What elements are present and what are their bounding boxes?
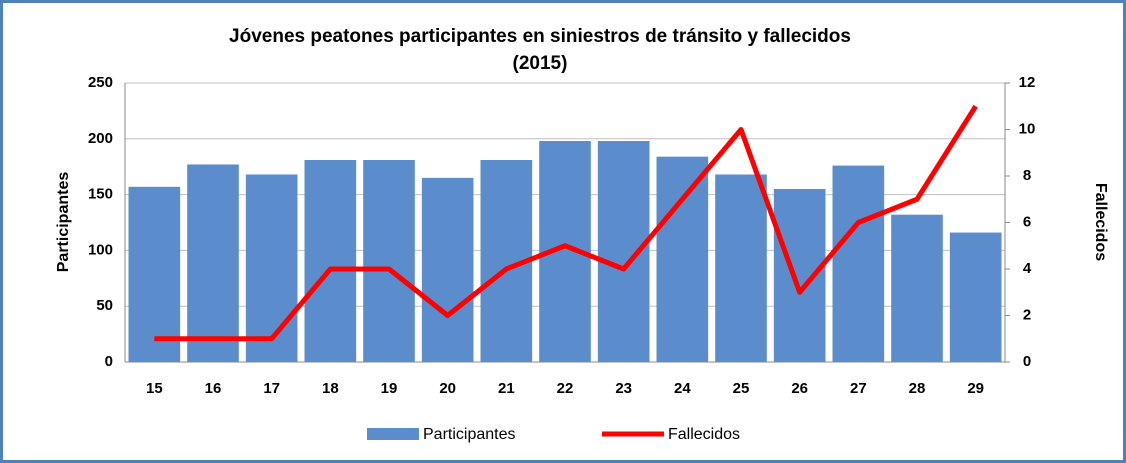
x-tick-label: 16 bbox=[205, 380, 222, 397]
y2-tick-label: 12 bbox=[1019, 74, 1036, 91]
y2-tick-label: 8 bbox=[1023, 167, 1031, 184]
y-tick-label: 250 bbox=[88, 74, 113, 91]
x-tick-label: 19 bbox=[381, 380, 398, 397]
legend-swatch bbox=[367, 428, 419, 440]
bar bbox=[363, 160, 415, 362]
y-axis-label: Participantes bbox=[55, 172, 72, 273]
y2-tick-label: 4 bbox=[1023, 260, 1032, 277]
bar bbox=[949, 232, 1002, 362]
bar bbox=[421, 177, 474, 362]
legend-label: Fallecidos bbox=[668, 426, 740, 443]
bar bbox=[245, 174, 298, 362]
legend-label: Participantes bbox=[423, 426, 516, 443]
chart-title: Jóvenes peatones participantes en sinies… bbox=[229, 26, 851, 47]
x-tick-label: 17 bbox=[263, 380, 280, 397]
y-tick-label: 150 bbox=[88, 186, 113, 203]
x-tick-label: 28 bbox=[909, 380, 926, 397]
x-tick-label: 24 bbox=[674, 380, 691, 397]
x-tick-label: 22 bbox=[557, 380, 574, 397]
x-tick-label: 26 bbox=[791, 380, 808, 397]
bar bbox=[891, 214, 943, 362]
bar bbox=[656, 156, 709, 362]
x-tick-label: 27 bbox=[850, 380, 867, 397]
y2-tick-label: 10 bbox=[1019, 120, 1036, 137]
x-tick-label: 21 bbox=[498, 380, 515, 397]
line bbox=[154, 104, 978, 342]
y-tick-label: 100 bbox=[88, 241, 113, 258]
y2-tick-label: 6 bbox=[1023, 213, 1031, 230]
bar bbox=[715, 174, 767, 362]
bar bbox=[128, 186, 181, 362]
bar bbox=[304, 160, 357, 362]
y-tick-label: 200 bbox=[88, 130, 113, 147]
x-tick-label: 15 bbox=[146, 380, 163, 397]
x-tick-label: 25 bbox=[733, 380, 750, 397]
x-tick-label: 20 bbox=[439, 380, 456, 397]
bar bbox=[773, 189, 826, 362]
y2-tick-label: 0 bbox=[1023, 353, 1031, 370]
y2-tick-label: 2 bbox=[1023, 306, 1031, 323]
x-tick-label: 18 bbox=[322, 380, 339, 397]
bar bbox=[187, 164, 239, 362]
chart-title: (2015) bbox=[513, 53, 568, 74]
y-tick-label: 0 bbox=[105, 353, 113, 370]
x-tick-label: 29 bbox=[967, 380, 984, 397]
y-tick-label: 50 bbox=[96, 297, 113, 314]
bar bbox=[832, 165, 885, 362]
x-tick-label: 23 bbox=[615, 380, 632, 397]
y2-axis-label: Fallecidos bbox=[1092, 183, 1109, 261]
bar bbox=[597, 141, 650, 362]
